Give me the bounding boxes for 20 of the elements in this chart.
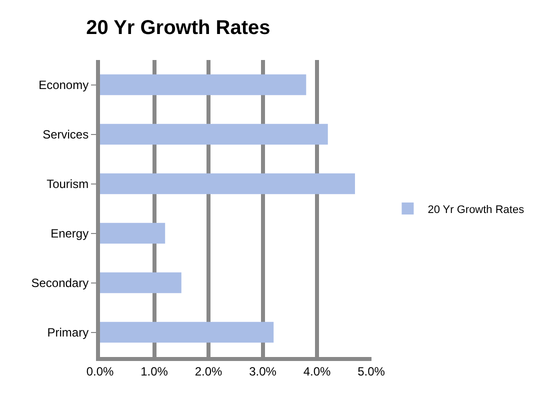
bar (100, 124, 328, 145)
bar (100, 173, 355, 194)
y-tick-label: Tourism (46, 176, 89, 191)
x-tick-label: 4.0% (303, 364, 332, 378)
legend-label: 20 Yr Growth Rates (428, 204, 525, 216)
y-tick-label: Energy (50, 226, 89, 240)
bar (100, 74, 306, 96)
bar (100, 322, 274, 343)
x-tick-label: 2.0% (194, 364, 222, 378)
y-tick-label: Primary (47, 325, 89, 340)
y-tick-label: Services (42, 127, 89, 142)
y-tick-label: Economy (38, 78, 89, 92)
x-tick-label: 0.0% (86, 364, 114, 378)
bar (100, 272, 182, 294)
chart-title: 20 Yr Growth Rates (86, 17, 270, 40)
x-tick-label: 3.0% (249, 364, 277, 378)
bar (100, 222, 166, 244)
x-tick-label: 5.0% (358, 364, 386, 378)
y-tick-label: Secondary (31, 276, 89, 290)
x-tick-label: 1.0% (140, 364, 168, 378)
